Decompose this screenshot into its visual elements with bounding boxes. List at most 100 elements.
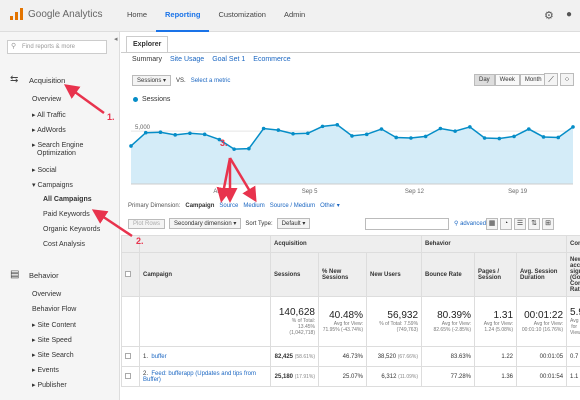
- data-point[interactable]: [188, 131, 192, 136]
- data-point[interactable]: [247, 146, 251, 151]
- data-point[interactable]: [453, 129, 457, 133]
- advanced-link[interactable]: ⚲ advanced: [454, 220, 486, 227]
- data-point[interactable]: [158, 130, 163, 134]
- col-pages-session[interactable]: Pages / Session: [474, 252, 518, 297]
- sidebar-behavior[interactable]: Behavior: [29, 271, 59, 280]
- month-button[interactable]: Month: [519, 74, 547, 86]
- tab-explorer[interactable]: Explorer: [126, 36, 169, 52]
- sidebar-events[interactable]: ▸ Events: [32, 367, 59, 374]
- nav-customization[interactable]: Customization: [218, 10, 266, 19]
- sidebar-beh-overview[interactable]: Overview: [32, 291, 62, 298]
- data-point[interactable]: [438, 126, 443, 131]
- data-point[interactable]: [527, 127, 531, 131]
- data-point[interactable]: [350, 134, 354, 138]
- sidebar-site-content[interactable]: ▸ Site Content: [32, 322, 76, 329]
- col-avg-duration[interactable]: Avg. Session Duration: [516, 252, 568, 297]
- data-point[interactable]: [556, 135, 561, 140]
- subtab-summary[interactable]: Summary: [132, 56, 162, 63]
- data-point[interactable]: [335, 123, 340, 127]
- nav-reporting[interactable]: Reporting: [156, 0, 210, 32]
- secondary-dimension-dropdown[interactable]: Secondary dimension ▾: [169, 218, 242, 229]
- sidebar-all-campaigns[interactable]: All Campaigns: [43, 196, 92, 203]
- row-checkbox[interactable]: [121, 346, 140, 367]
- day-button[interactable]: Day: [474, 74, 495, 86]
- sidebar-acquisition[interactable]: Acquisition: [29, 76, 66, 85]
- col-bounce-rate[interactable]: Bounce Rate: [421, 252, 476, 297]
- select-metric-link[interactable]: Select a metric: [190, 77, 231, 84]
- sidebar-seo[interactable]: ▸ Search Engine: [32, 142, 84, 149]
- data-point[interactable]: [541, 135, 546, 139]
- data-point[interactable]: [276, 128, 281, 132]
- user-icon[interactable]: ●: [566, 9, 573, 20]
- performance-view-icon[interactable]: ☰: [514, 218, 526, 230]
- collapse-sidebar-icon[interactable]: ◂: [114, 36, 118, 43]
- data-point[interactable]: [409, 136, 413, 140]
- sidebar-social[interactable]: ▸ Social: [32, 167, 57, 174]
- col-campaign[interactable]: Campaign: [139, 252, 271, 297]
- data-point[interactable]: [468, 125, 472, 129]
- nav-home[interactable]: Home: [127, 10, 148, 19]
- sort-type-dropdown[interactable]: Default ▾: [276, 218, 311, 229]
- data-point[interactable]: [173, 133, 177, 137]
- row-campaign[interactable]: 1. buffer: [139, 346, 271, 367]
- data-point[interactable]: [379, 127, 384, 131]
- sidebar-organic-keywords[interactable]: Organic Keywords: [43, 226, 101, 233]
- col-sessions[interactable]: Sessions: [270, 252, 319, 297]
- row-campaign-link[interactable]: buffer: [151, 353, 167, 360]
- data-point[interactable]: [261, 126, 266, 131]
- data-point[interactable]: [291, 131, 295, 136]
- data-point[interactable]: [232, 147, 236, 151]
- table-search-input[interactable]: [365, 218, 449, 230]
- sidebar-search-input[interactable]: ⚲ Find reports & more: [7, 40, 107, 54]
- data-point[interactable]: [497, 136, 502, 141]
- subtab-site-usage[interactable]: Site Usage: [169, 56, 205, 63]
- data-point[interactable]: [482, 136, 487, 140]
- sidebar-campaigns[interactable]: ▾ Campaigns: [32, 182, 73, 189]
- sidebar-paid-keywords[interactable]: Paid Keywords: [43, 211, 90, 218]
- data-point[interactable]: [364, 132, 369, 137]
- sidebar-all-traffic[interactable]: ▸ All Traffic: [32, 112, 66, 119]
- week-button[interactable]: Week: [494, 74, 520, 86]
- sidebar-adwords[interactable]: ▸ AdWords: [32, 127, 66, 134]
- nav-admin[interactable]: Admin: [283, 10, 306, 19]
- data-point[interactable]: [394, 135, 399, 140]
- row-checkbox[interactable]: [121, 366, 140, 387]
- dimension-medium[interactable]: Medium: [243, 202, 265, 209]
- row-campaign[interactable]: 2. Feed: bufferapp (Updates and tips fro…: [139, 366, 271, 387]
- data-point[interactable]: [320, 124, 325, 129]
- data-point[interactable]: [202, 132, 207, 137]
- data-point[interactable]: [423, 134, 428, 139]
- data-point[interactable]: [217, 137, 222, 142]
- dimension-other[interactable]: Other ▾: [320, 203, 340, 209]
- col-goal-conversion[interactable]: New account signup (Goal Conversion Rate…: [566, 252, 580, 297]
- comparison-view-icon[interactable]: ⇅: [528, 218, 540, 230]
- subtab-goal-set-1[interactable]: Goal Set 1: [212, 56, 246, 63]
- col-new-sessions[interactable]: % New Sessions: [318, 252, 367, 297]
- metric-dropdown[interactable]: Sessions ▾: [132, 75, 172, 86]
- data-point[interactable]: [143, 130, 148, 135]
- dimension-source-medium[interactable]: Source / Medium: [269, 202, 316, 209]
- gear-icon[interactable]: ⚙: [544, 10, 554, 22]
- sidebar-site-search[interactable]: ▸ Site Search: [32, 352, 74, 359]
- dimension-campaign[interactable]: Campaign: [185, 202, 215, 209]
- data-point[interactable]: [571, 125, 575, 129]
- data-point[interactable]: [306, 131, 310, 136]
- data-point[interactable]: [512, 134, 516, 139]
- sidebar-publisher[interactable]: ▸ Publisher: [32, 382, 67, 389]
- sidebar-site-speed[interactable]: ▸ Site Speed: [32, 337, 72, 344]
- line-chart-icon[interactable]: ⟋: [544, 73, 558, 86]
- sidebar-acq-overview[interactable]: Overview: [32, 96, 62, 103]
- plot-rows-button[interactable]: Plot Rows: [128, 218, 166, 229]
- data-point[interactable]: [129, 144, 133, 148]
- select-all-checkbox[interactable]: [121, 252, 140, 297]
- sidebar-cost-analysis[interactable]: Cost Analysis: [43, 241, 86, 248]
- row-campaign-link[interactable]: Feed: bufferapp (Updates and tips from B…: [143, 370, 256, 383]
- pivot-view-icon[interactable]: ⊞: [542, 218, 554, 230]
- pie-view-icon[interactable]: ◔: [500, 218, 512, 230]
- col-new-users[interactable]: New Users: [365, 252, 423, 297]
- sidebar-behavior-flow[interactable]: Behavior Flow: [32, 306, 77, 313]
- ga-logo[interactable]: Google Analytics: [10, 8, 103, 20]
- motion-chart-icon[interactable]: ⁘: [560, 73, 574, 86]
- table-view-icon[interactable]: ▦: [486, 218, 498, 230]
- dimension-source[interactable]: Source: [219, 202, 239, 209]
